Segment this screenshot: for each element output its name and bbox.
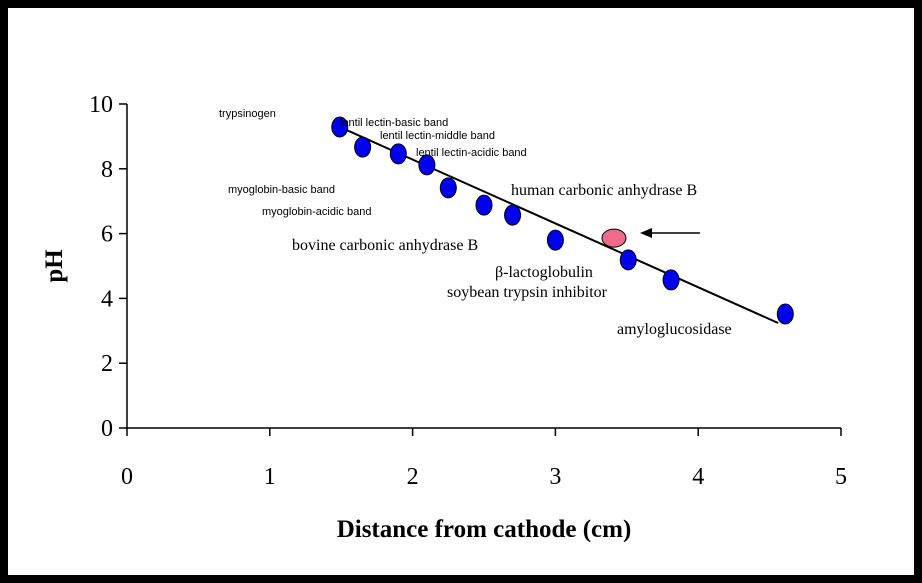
annotation: soybean trypsin inhibitor bbox=[447, 284, 608, 301]
y-tick-label: 6 bbox=[101, 222, 113, 248]
annotation: lentil lectin-acidic band bbox=[416, 147, 527, 159]
annotation: myoglobin-basic band bbox=[228, 184, 335, 196]
y-tick-label: 8 bbox=[101, 157, 113, 183]
point bbox=[418, 154, 436, 176]
annotation: trypsinogen bbox=[219, 108, 276, 120]
point bbox=[504, 204, 522, 226]
annotation: myoglobin-acidic band bbox=[262, 206, 371, 218]
y-tick-label: 10 bbox=[89, 92, 113, 118]
arrow-head bbox=[640, 228, 652, 238]
point bbox=[619, 249, 637, 271]
x-tick-label: 1 bbox=[264, 464, 276, 490]
fit-line bbox=[339, 126, 779, 324]
x-axis-label: Distance from cathode (cm) bbox=[337, 516, 632, 543]
x-tick-label: 0 bbox=[121, 464, 133, 490]
point bbox=[331, 116, 349, 138]
point bbox=[662, 269, 680, 291]
point bbox=[389, 143, 407, 165]
annotation: lentil lectin-middle band bbox=[380, 130, 495, 142]
point bbox=[776, 303, 794, 325]
point bbox=[439, 177, 457, 199]
point bbox=[475, 194, 493, 216]
annotation: bovine carbonic anhydrase B bbox=[292, 237, 478, 254]
point bbox=[546, 229, 564, 251]
annotation: human carbonic anhydrase B bbox=[511, 182, 697, 199]
x-tick-label: 5 bbox=[835, 464, 847, 490]
y-axis-label: pH bbox=[41, 249, 68, 283]
y-tick-label: 2 bbox=[101, 351, 113, 377]
annotation: lentil lectin-basic band bbox=[340, 117, 448, 129]
x-tick-label: 3 bbox=[549, 464, 561, 490]
point bbox=[354, 136, 372, 158]
y-tick-label: 0 bbox=[101, 416, 113, 442]
x-tick-label: 4 bbox=[692, 464, 704, 490]
unknown-point bbox=[601, 228, 627, 248]
annotation: β-lactoglobulin bbox=[495, 264, 593, 281]
y-tick-label: 4 bbox=[101, 286, 113, 312]
x-tick-label: 2 bbox=[407, 464, 419, 490]
annotation: amyloglucosidase bbox=[617, 321, 732, 338]
